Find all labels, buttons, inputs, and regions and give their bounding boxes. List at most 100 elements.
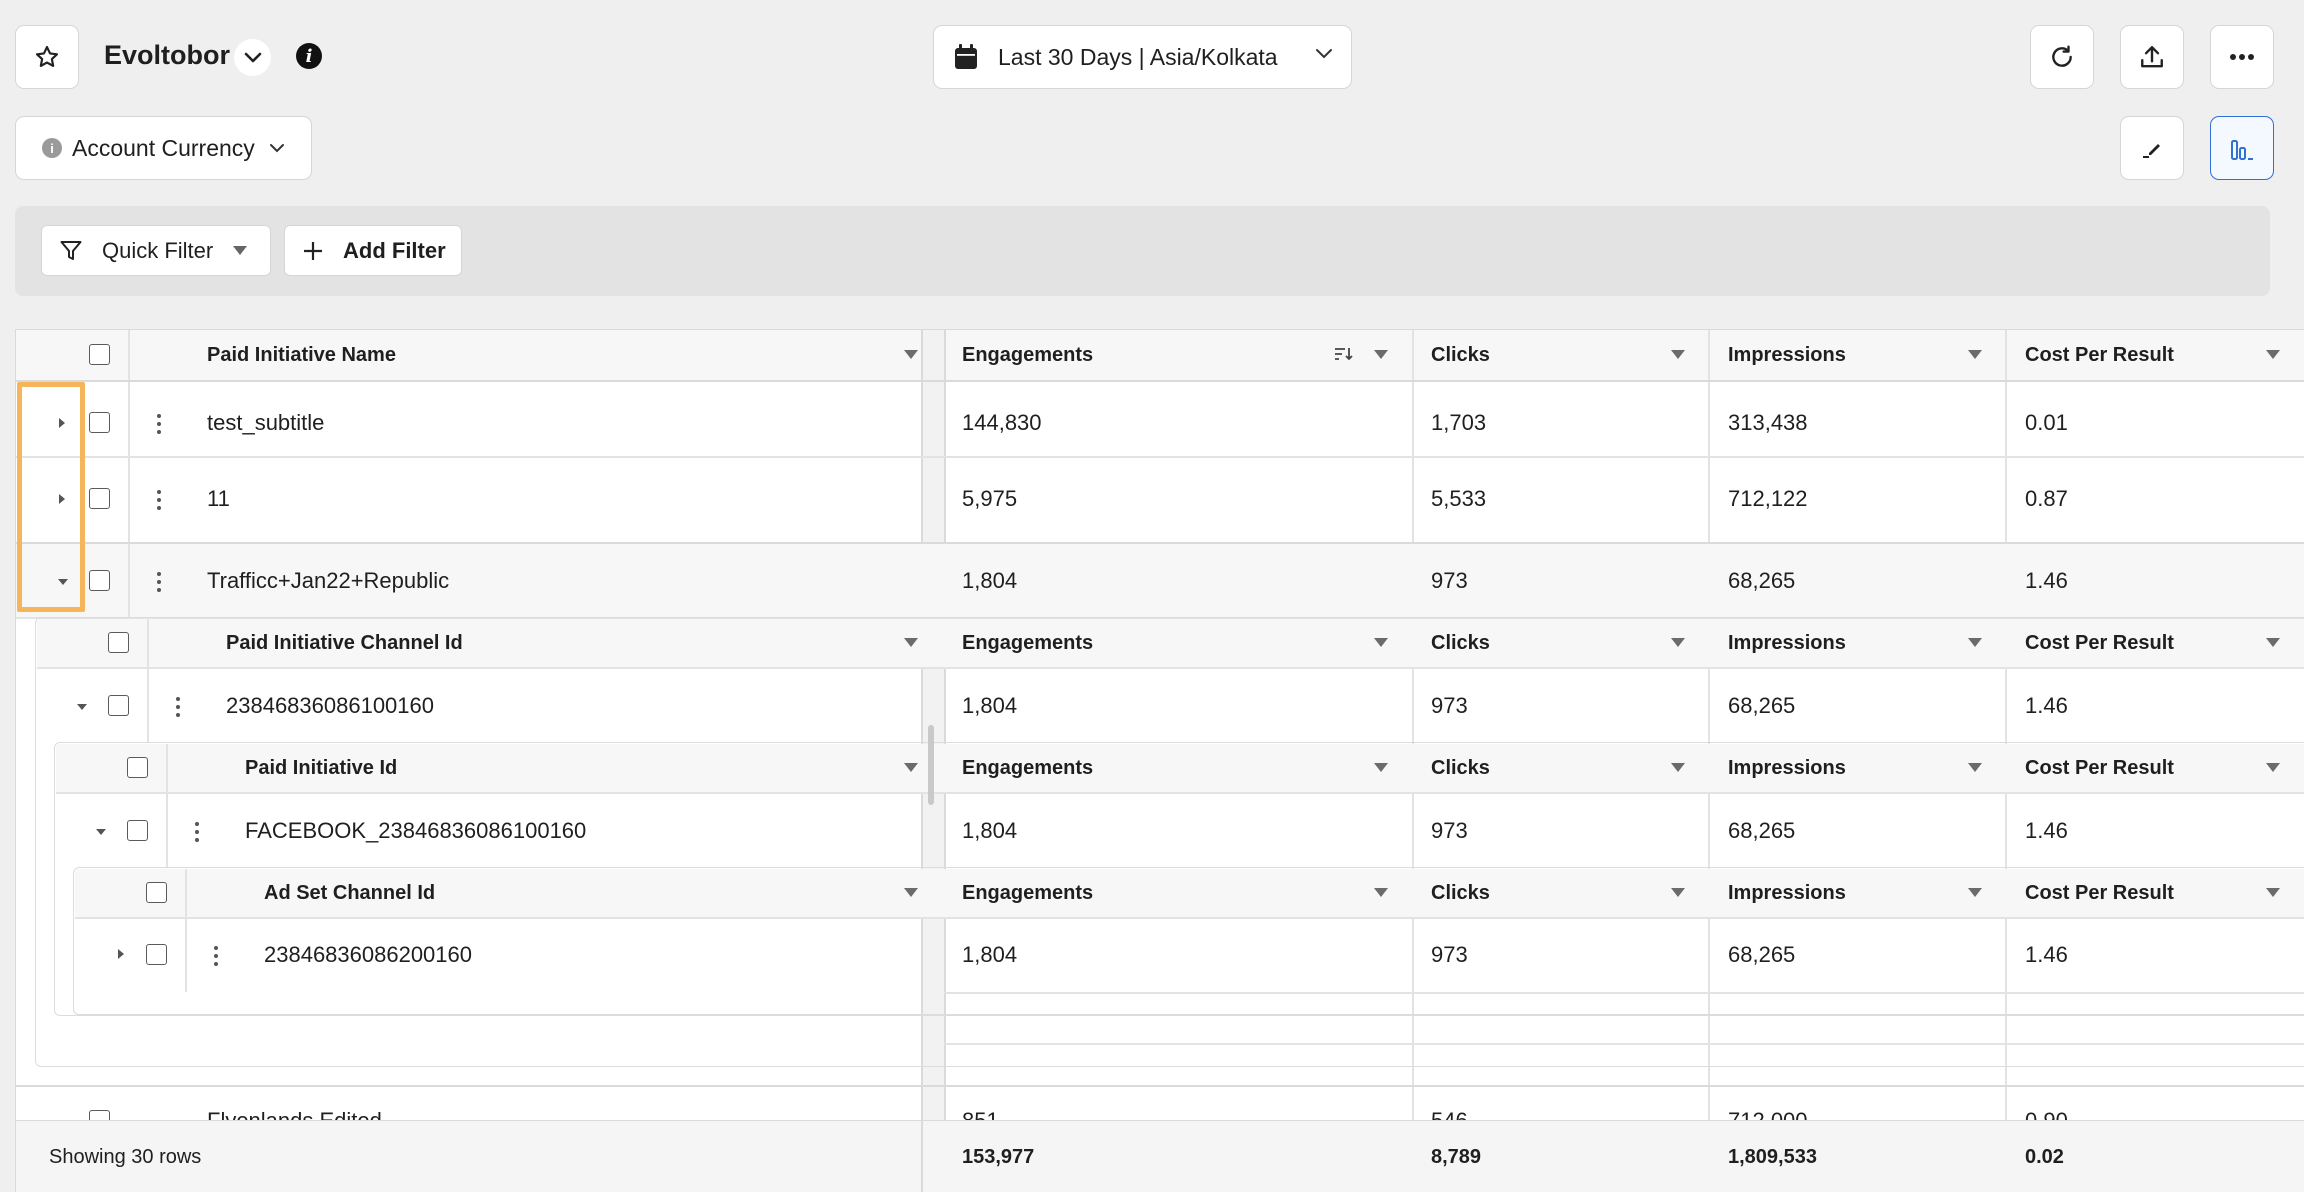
collapse-row-icon[interactable] (77, 704, 87, 710)
row-menu-icon[interactable] (214, 946, 218, 966)
column-menu-icon[interactable] (1671, 888, 1685, 897)
nested-header (56, 744, 2304, 792)
column-menu-icon[interactable] (1671, 638, 1685, 647)
column-header-impressions[interactable]: Impressions (1728, 344, 1846, 366)
expand-toggle-highlight (17, 382, 85, 612)
currency-selector[interactable]: i Account Currency (15, 116, 312, 180)
column-menu-icon[interactable] (2266, 638, 2280, 647)
column-header-engagements[interactable]: Engagements (962, 757, 1094, 779)
column-menu-icon[interactable] (1968, 888, 1982, 897)
title-dropdown-button[interactable] (234, 39, 271, 76)
total-clicks: 8,789 (1431, 1146, 1482, 1168)
row-divider (944, 992, 2304, 994)
row-checkbox[interactable] (108, 695, 129, 716)
column-menu-icon[interactable] (2266, 763, 2280, 772)
column-menu-icon[interactable] (1671, 350, 1685, 359)
edit-button[interactable] (2120, 116, 2184, 180)
column-header-cost-per-result[interactable]: Cost Per Result (2025, 882, 2174, 904)
column-menu-icon[interactable] (904, 763, 918, 772)
row-checkbox[interactable] (146, 944, 167, 965)
column-header-name[interactable]: Paid Initiative Name (207, 344, 396, 366)
table-cell-impressions: 68,265 (1728, 568, 1796, 593)
row-menu-icon[interactable] (157, 414, 161, 434)
column-menu-icon[interactable] (904, 888, 918, 897)
column-menu-icon[interactable] (904, 638, 918, 647)
favorite-button[interactable] (15, 25, 79, 89)
chart-view-button[interactable] (2210, 116, 2274, 180)
date-range-picker[interactable]: Last 30 Days | Asia/Kolkata (933, 25, 1352, 89)
row-checkbox[interactable] (127, 820, 148, 841)
table-cell-name: FACEBOOK_23846836086100160 (245, 818, 587, 843)
column-menu-icon[interactable] (1968, 638, 1982, 647)
column-header-engagements[interactable]: Engagements (962, 632, 1094, 654)
column-header-clicks[interactable]: Clicks (1431, 757, 1490, 779)
column-header-clicks[interactable]: Clicks (1431, 344, 1490, 366)
table-cell-engagements: 1,804 (962, 568, 1018, 593)
column-header-engagements[interactable]: Engagements (962, 344, 1094, 366)
add-filter-button[interactable]: Add Filter (284, 225, 462, 276)
column-menu-icon[interactable] (1374, 888, 1388, 897)
row-divider (944, 1043, 2304, 1045)
sort-icon[interactable] (1334, 346, 1354, 362)
column-header-cost-per-result[interactable]: Cost Per Result (2025, 344, 2174, 366)
column-menu-icon[interactable] (1968, 350, 1982, 359)
select-all-checkbox[interactable] (108, 632, 129, 653)
quick-filter-button[interactable]: Quick Filter (41, 225, 271, 276)
select-all-checkbox[interactable] (127, 757, 148, 778)
expanded-row-bg (16, 544, 2304, 617)
column-menu-icon[interactable] (1968, 763, 1982, 772)
info-icon[interactable]: i (296, 43, 322, 69)
column-header-impressions[interactable]: Impressions (1728, 882, 1846, 904)
column-header-impressions[interactable]: Impressions (1728, 632, 1846, 654)
select-all-checkbox[interactable] (146, 882, 167, 903)
nested-header-label[interactable]: Paid Initiative Channel Id (226, 632, 463, 654)
table-cell-clicks: 973 (1431, 568, 1468, 593)
column-menu-icon[interactable] (2266, 350, 2280, 359)
col-divider (147, 619, 149, 742)
row-checkbox[interactable] (89, 412, 110, 433)
export-button[interactable] (2120, 25, 2184, 89)
upload-icon (2141, 46, 2163, 68)
column-menu-icon[interactable] (1374, 763, 1388, 772)
row-menu-icon[interactable] (195, 822, 199, 842)
expand-row-icon[interactable] (59, 494, 65, 504)
row-checkbox[interactable] (89, 570, 110, 591)
caret-down-icon (233, 246, 248, 255)
row-checkbox[interactable] (89, 488, 110, 509)
expand-row-icon[interactable] (118, 949, 124, 959)
column-header-cost-per-result[interactable]: Cost Per Result (2025, 632, 2174, 654)
nested-table-level-1 (35, 617, 2304, 1067)
row-menu-icon[interactable] (176, 697, 180, 717)
more-options-button[interactable] (2210, 25, 2274, 89)
column-header-engagements[interactable]: Engagements (962, 882, 1094, 904)
nested-header-label[interactable]: Paid Initiative Id (245, 757, 398, 779)
column-menu-icon[interactable] (1671, 763, 1685, 772)
column-header-impressions[interactable]: Impressions (1728, 757, 1846, 779)
row-divider (16, 456, 2304, 458)
refresh-icon (2052, 45, 2072, 67)
table-cell-engagements: 1,804 (962, 942, 1018, 967)
column-menu-icon[interactable] (1374, 350, 1388, 359)
column-header-clicks[interactable]: Clicks (1431, 882, 1490, 904)
column-header-cost-per-result[interactable]: Cost Per Result (2025, 757, 2174, 779)
expand-row-icon[interactable] (59, 418, 65, 428)
column-menu-icon[interactable] (2266, 888, 2280, 897)
currency-label: Account Currency (72, 134, 255, 161)
table-cell-impressions: 313,438 (1728, 410, 1808, 435)
quick-filter-label: Quick Filter (102, 237, 214, 263)
table-cell-name: 23846836086100160 (226, 693, 435, 718)
add-filter-label: Add Filter (343, 237, 446, 263)
collapse-row-icon[interactable] (58, 579, 68, 585)
col-divider (185, 869, 187, 992)
column-menu-icon[interactable] (1374, 638, 1388, 647)
select-all-checkbox[interactable] (89, 344, 110, 365)
collapse-row-icon[interactable] (96, 829, 106, 835)
row-menu-icon[interactable] (157, 490, 161, 510)
refresh-button[interactable] (2030, 25, 2094, 89)
nested-header-label[interactable]: Ad Set Channel Id (264, 882, 436, 904)
vertical-scrollbar[interactable] (928, 725, 934, 805)
row-menu-icon[interactable] (157, 572, 161, 592)
table-cell-engagements: 144,830 (962, 410, 1042, 435)
column-header-clicks[interactable]: Clicks (1431, 632, 1490, 654)
column-menu-icon[interactable] (904, 350, 918, 359)
